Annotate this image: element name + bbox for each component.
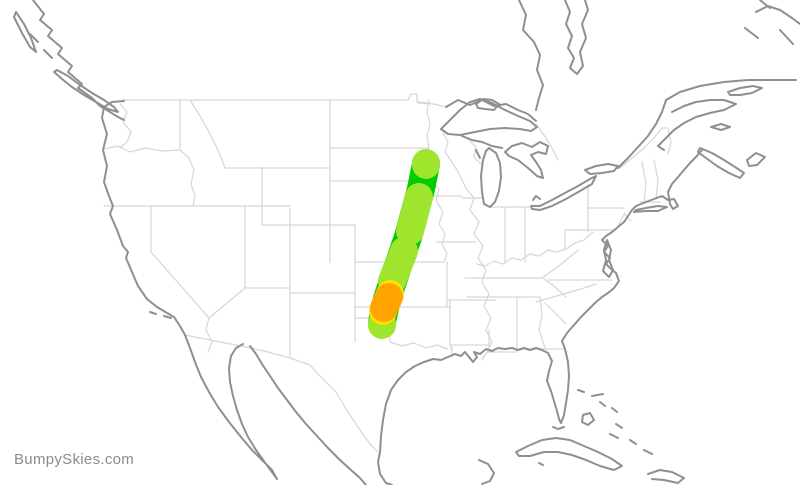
- cuba: [515, 437, 623, 471]
- lake-huron: [504, 141, 549, 179]
- coastlines: [13, 0, 800, 485]
- long-island: [633, 205, 668, 213]
- route-smooth-segment-2: [378, 237, 418, 295]
- baja-peninsula: [184, 334, 278, 480]
- route-moderate-segment: [370, 283, 403, 322]
- lake-michigan: [480, 147, 502, 208]
- lake-erie: [530, 175, 597, 211]
- route-smooth-segment-1: [396, 183, 433, 245]
- vancouver-island: [53, 69, 119, 113]
- anticosti-island: [727, 85, 763, 96]
- florida-keys: [552, 426, 565, 430]
- lake-ontario: [584, 163, 619, 175]
- watermark-text: BumpySkies.com: [14, 451, 135, 468]
- haida-gwaii-island: [13, 11, 37, 53]
- state-borders: [103, 93, 672, 453]
- flight-route: [368, 149, 440, 339]
- lake-of-the-woods: [475, 98, 500, 111]
- us-coastline: [379, 149, 703, 453]
- nova-scotia: [697, 147, 745, 179]
